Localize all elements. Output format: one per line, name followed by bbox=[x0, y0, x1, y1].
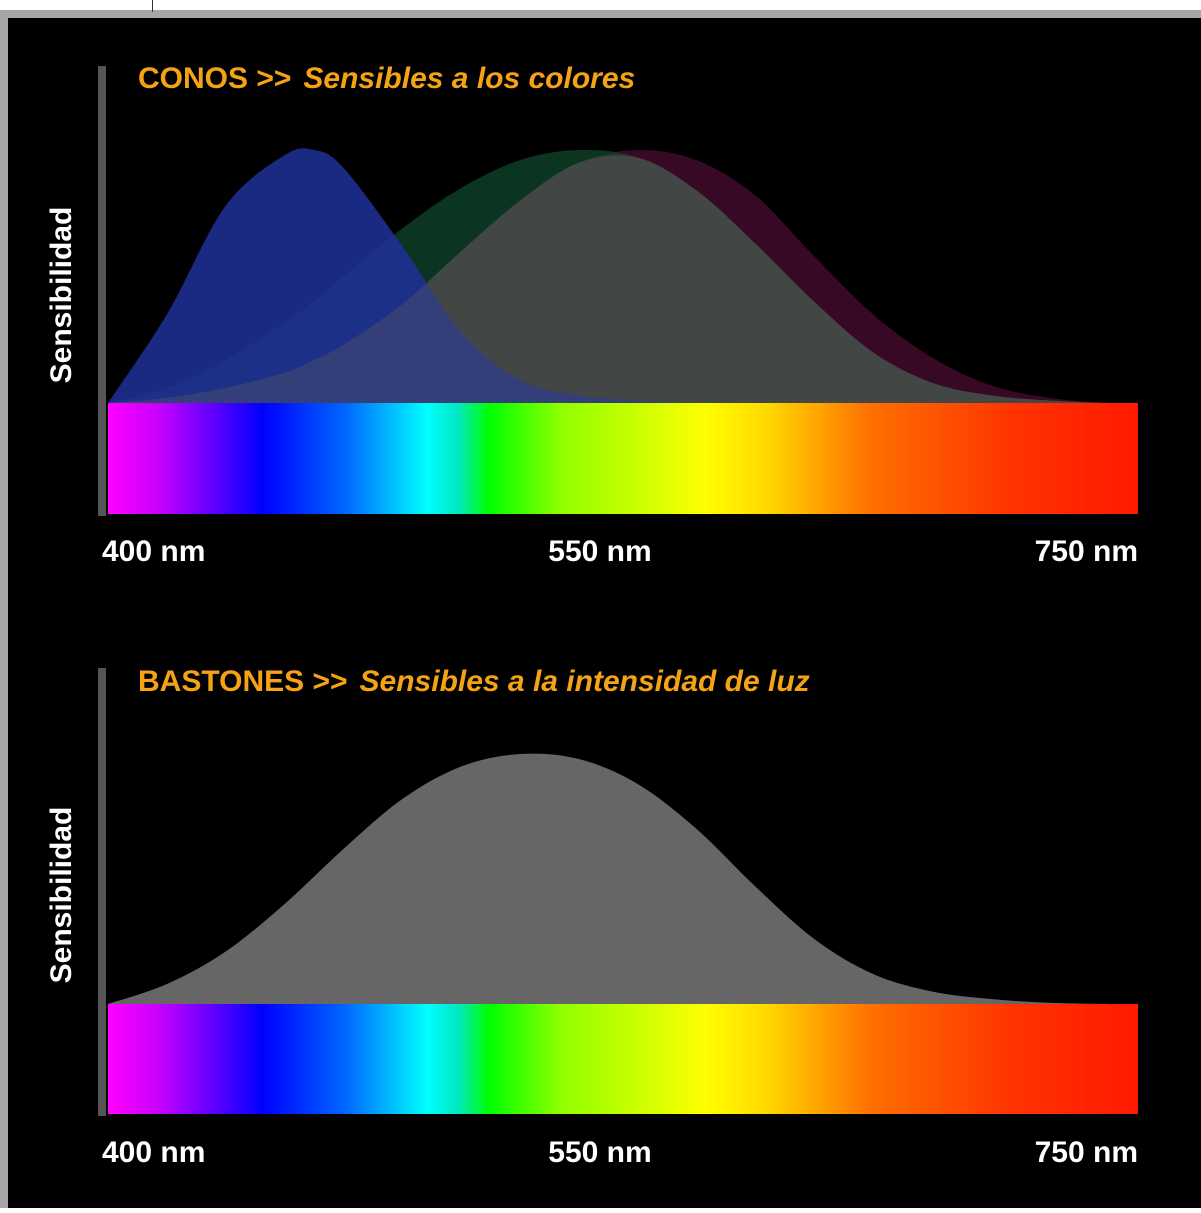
x-tick-label: 400 nm bbox=[102, 1136, 205, 1169]
y-axis-line bbox=[98, 668, 106, 1116]
x-tick-label: 400 nm bbox=[102, 535, 205, 568]
spectrum-bar bbox=[108, 403, 1138, 514]
x-tick-label: 750 nm bbox=[1035, 1136, 1138, 1169]
cones-chart: CONOS >> Sensibles a los colores Sensibili… bbox=[45, 62, 1138, 568]
chart-title: BASTONES >> Sensibles a la intensidad de … bbox=[138, 665, 810, 698]
series-areas bbox=[108, 148, 1138, 404]
x-tick-label: 750 nm bbox=[1035, 535, 1138, 568]
chart-title: CONOS >> Sensibles a los colores bbox=[138, 62, 635, 95]
chart-subtitle: Sensibles a la intensidad de luz bbox=[360, 665, 810, 698]
chart-panel: CONOS >> Sensibles a los colores Sensibili… bbox=[8, 18, 1201, 1208]
y-axis-label: Sensibilidad bbox=[45, 807, 78, 984]
y-axis-label: Sensibilidad bbox=[45, 207, 78, 384]
spectral-sensitivity-figure: CONOS >> Sensibles a los colores Sensibili… bbox=[45, 62, 1138, 1169]
series-area-0-overlay bbox=[108, 148, 1138, 404]
series-area-0 bbox=[108, 753, 1138, 1005]
y-axis-line bbox=[98, 66, 106, 516]
chart-subtitle: Sensibles a los colores bbox=[303, 62, 635, 95]
x-tick-label: 550 nm bbox=[548, 1136, 651, 1169]
series-areas bbox=[108, 753, 1138, 1005]
chart-title-main: CONOS >> bbox=[138, 62, 291, 95]
frame-tick bbox=[152, 0, 153, 12]
chart-title-main: BASTONES >> bbox=[138, 665, 348, 698]
spectrum-bar bbox=[108, 1004, 1138, 1114]
rods-chart: BASTONES >> Sensibles a la intensidad de … bbox=[45, 665, 1138, 1169]
x-tick-label: 550 nm bbox=[548, 535, 651, 568]
